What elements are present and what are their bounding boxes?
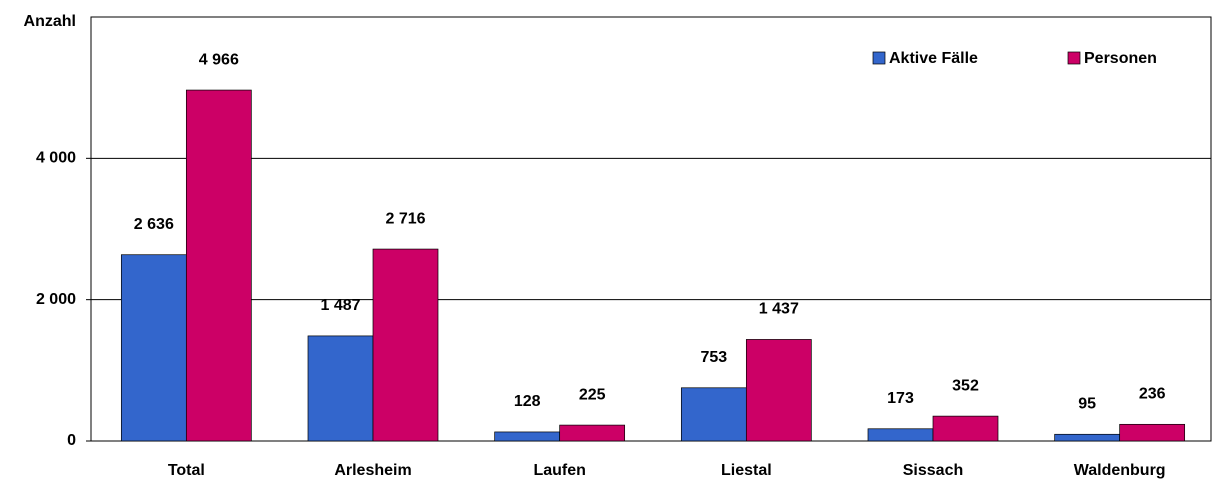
x-tick-label: Waldenburg [1074,462,1166,479]
legend-label: Aktive Fälle [889,50,978,67]
bar [120,254,187,442]
data-label: 1 487 [320,297,360,314]
bar [680,387,747,442]
y-tick-label: 4 000 [36,150,76,167]
x-tick-label: Arlesheim [334,462,411,479]
data-label: 225 [579,386,606,403]
data-label: 173 [887,390,914,407]
legend-swatch [872,51,886,65]
x-tick-label: Liestal [721,462,772,479]
legend-label: Personen [1084,50,1157,67]
bar [867,428,934,442]
data-label: 1 437 [759,301,799,318]
bar [1054,433,1121,442]
bar [932,415,999,442]
data-label: 352 [952,377,979,394]
legend-swatch [1067,51,1081,65]
x-tick-label: Total [168,462,205,479]
bar [745,339,812,442]
bar [372,248,439,442]
bar [494,431,561,442]
data-label: 2 716 [385,210,425,227]
y-axis-label: Anzahl [24,13,76,30]
x-tick-label: Laufen [533,462,585,479]
y-tick-label: 2 000 [36,291,76,308]
bar [307,335,374,442]
data-label: 2 636 [134,216,174,233]
x-tick-label: Sissach [903,462,963,479]
data-label: 753 [700,349,727,366]
data-label: 236 [1139,386,1166,403]
bar [1119,423,1186,442]
bar [559,424,626,442]
data-label: 4 966 [199,51,239,68]
bar [185,89,252,442]
data-label: 128 [514,393,541,410]
data-label: 95 [1078,396,1096,413]
plot-frame [90,16,1212,442]
y-tick-label: 0 [67,432,76,449]
